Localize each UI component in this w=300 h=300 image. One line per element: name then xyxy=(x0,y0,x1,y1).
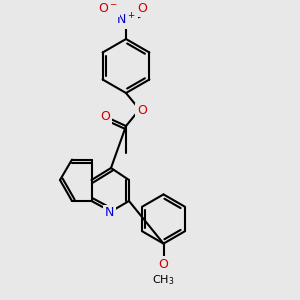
Text: O: O xyxy=(137,104,147,118)
Text: O: O xyxy=(138,2,147,16)
Text: N: N xyxy=(105,206,114,220)
Text: O: O xyxy=(159,258,168,271)
Text: O$^-$: O$^-$ xyxy=(98,2,118,16)
Text: O: O xyxy=(100,110,110,124)
Text: N$^+$: N$^+$ xyxy=(116,12,136,27)
Text: CH$_3$: CH$_3$ xyxy=(152,274,175,287)
